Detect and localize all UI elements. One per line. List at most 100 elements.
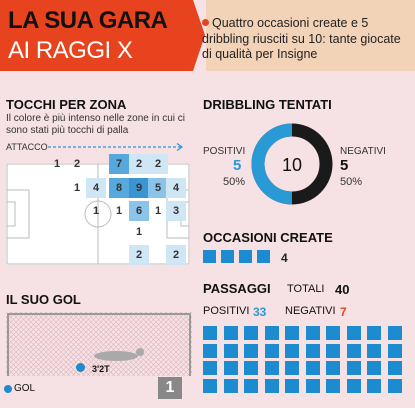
bullet-icon — [202, 19, 209, 26]
heatmap-cell: 8 — [109, 178, 129, 198]
goal-marker — [76, 363, 85, 372]
dribbling-negative-label: NEGATIVI — [340, 146, 386, 157]
pass-square — [285, 378, 299, 393]
pass-square — [305, 326, 320, 340]
pass-square — [346, 343, 361, 358]
pass-square — [326, 361, 340, 375]
heatmap-cell: 2 — [129, 245, 149, 265]
caption-box — [206, 0, 415, 71]
pass-square — [223, 378, 238, 393]
pass-square — [367, 326, 381, 340]
goal-legend-label: GOL — [14, 383, 36, 394]
chances-value: 4 — [281, 251, 288, 265]
pass-square — [264, 326, 279, 340]
heatmap-cell: 9 — [129, 178, 149, 198]
pass-square — [367, 361, 381, 375]
pass-square — [387, 343, 402, 358]
passes-total-value: 40 — [335, 282, 350, 297]
passes-title: PASSAGGI — [203, 281, 271, 296]
pass-square — [346, 361, 361, 375]
pass-square — [264, 343, 279, 358]
chances-squares — [203, 250, 283, 264]
title-banner — [0, 0, 193, 71]
heatmap-cell: 4 — [166, 178, 186, 198]
attack-arrow-icon — [48, 143, 184, 151]
pass-square — [264, 378, 279, 393]
heatmap-cell: 1 — [92, 205, 100, 217]
heatmap-cell: 2 — [73, 158, 81, 170]
heatmap-cell: 5 — [148, 178, 168, 198]
heatmap-cell: 1 — [73, 182, 81, 194]
pass-square — [305, 378, 320, 393]
caption-body: Quattro occasioni create e 5 dribbling r… — [202, 16, 401, 61]
pass-square — [387, 326, 402, 340]
pass-square — [326, 343, 340, 358]
goal-count-badge: 1 — [158, 377, 182, 399]
touches-description: Il colore è più intenso nelle zone in cu… — [6, 113, 185, 136]
pass-square — [387, 361, 402, 375]
goalkeeper-icon — [94, 348, 144, 361]
pass-square — [244, 343, 258, 358]
pass-square — [203, 378, 217, 393]
pass-square — [346, 326, 361, 340]
heatmap-cell: 3 — [166, 201, 186, 221]
pass-square — [285, 326, 299, 340]
chance-square — [257, 250, 270, 263]
heatmap-cell: 1 — [135, 226, 143, 238]
passes-grid — [203, 326, 413, 408]
goal-net — [6, 312, 192, 376]
chance-square — [203, 250, 216, 263]
goal-minute: 3'2T — [92, 364, 110, 374]
pass-square — [244, 378, 258, 393]
pass-square — [203, 343, 217, 358]
chance-square — [221, 250, 234, 263]
passes-total-label: TOTALI — [287, 283, 325, 295]
caption-text: Quattro occasioni create e 5 dribbling r… — [202, 16, 412, 63]
goal-legend-dot — [4, 385, 12, 393]
pass-square — [326, 326, 340, 340]
heatmap-cell: 4 — [86, 178, 106, 198]
page-title-line2: AI RAGGI X — [8, 37, 133, 64]
pass-square — [223, 361, 238, 375]
dribbling-positive-value: 5 — [233, 157, 242, 174]
pass-square — [244, 361, 258, 375]
page-title-line1: LA SUA GARA — [8, 7, 168, 34]
touches-title: TOCCHI PER ZONA — [6, 97, 127, 112]
pass-square — [387, 378, 402, 393]
pass-square — [223, 326, 238, 340]
pass-square — [367, 378, 381, 393]
heatmap-cell: 7 — [109, 154, 129, 174]
dribbling-negative-value: 5 — [340, 157, 349, 174]
dribbling-positive-pct: 50% — [223, 176, 246, 188]
heatmap-cell: 1 — [53, 158, 61, 170]
pass-square — [326, 378, 340, 393]
pass-square — [203, 326, 217, 340]
passes-positive-label: POSITIVI — [203, 305, 250, 317]
dribbling-title: DRIBBLING TENTATI — [203, 97, 332, 112]
passes-positive-value: 33 — [253, 305, 267, 319]
pass-square — [223, 343, 238, 358]
banner-arrow — [193, 0, 205, 71]
pass-square — [285, 343, 299, 358]
pass-square — [244, 326, 258, 340]
pass-square — [264, 361, 279, 375]
goal-title: IL SUO GOL — [6, 292, 81, 307]
chance-square — [239, 250, 252, 263]
pass-square — [305, 343, 320, 358]
passes-negative-label: NEGATIVI — [285, 305, 336, 317]
dribbling-total: 10 — [281, 155, 303, 175]
pass-square — [305, 361, 320, 375]
heatmap-cell: 1 — [154, 205, 162, 217]
dribbling-negative-pct: 50% — [340, 176, 363, 188]
heatmap-cell: 1 — [115, 205, 123, 217]
dribbling-donut — [251, 123, 333, 205]
chances-title: OCCASIONI CREATE — [203, 230, 333, 245]
attack-label: ATTACCO — [6, 142, 48, 152]
heatmap-cell: 2 — [148, 154, 168, 174]
dribbling-positive-label: POSITIVI — [203, 146, 246, 157]
passes-negative-value: 7 — [340, 305, 347, 319]
pass-square — [285, 361, 299, 375]
pass-square — [203, 361, 217, 375]
pass-square — [367, 343, 381, 358]
